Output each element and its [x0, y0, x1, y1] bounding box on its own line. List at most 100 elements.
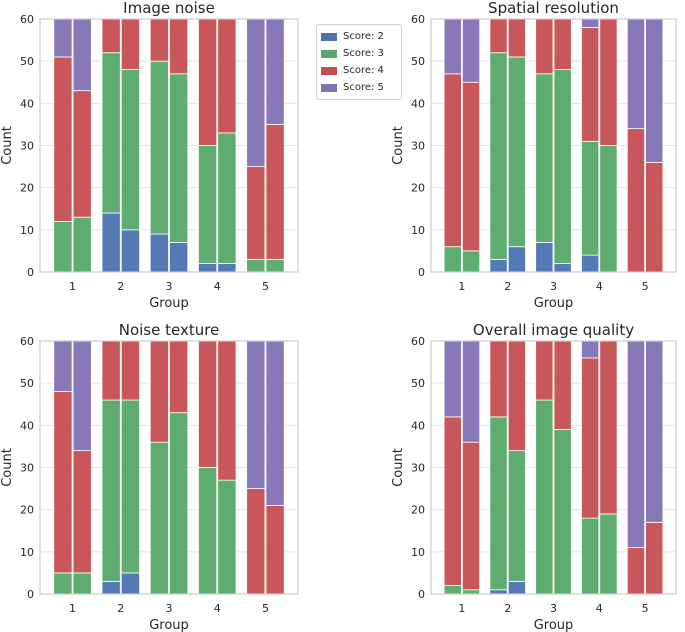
bar-score-4-group-4-bar-1: [581, 357, 600, 519]
bar-score-5-group-1-bar-2: [72, 18, 92, 92]
plot-frame: [39, 340, 299, 595]
bar-score-2-group-2-bar-1: [101, 212, 121, 273]
legend-swatch-score-5: [321, 83, 337, 92]
bar-score-5-group-5-bar-2: [645, 340, 664, 523]
bar-score-4-group-4-bar-2: [217, 18, 237, 134]
bar-score-4-group-5-bar-2: [265, 124, 285, 260]
legend-label-score-5: Score: 5: [343, 82, 384, 93]
x-tick-label: 2: [117, 280, 124, 293]
bar-score-3-group-3-bar-2: [553, 429, 572, 595]
y-tick-label: 0: [27, 588, 34, 601]
bar-score-4-group-1-bar-1: [53, 56, 73, 222]
y-tick-label: 50: [411, 377, 425, 390]
bar-score-4-group-4-bar-1: [198, 340, 218, 468]
bar-score-3-group-4-bar-1: [581, 517, 600, 595]
bar-score-5-group-1-bar-2: [462, 18, 481, 83]
bar-score-2-group-2-bar-2: [507, 246, 526, 273]
plot-frame: [430, 340, 677, 595]
y-axis-label: Count: [391, 448, 406, 487]
y-tick-label: 10: [411, 546, 425, 559]
y-tick-label: 40: [411, 419, 425, 432]
bar-score-2-group-2-bar-1: [489, 258, 508, 273]
y-tick-label: 20: [20, 182, 34, 195]
legend-label-score-3: Score: 3: [343, 48, 384, 59]
legend-item-score-2: Score: 2: [321, 28, 397, 45]
bar-score-4-group-5-bar-2: [645, 521, 664, 595]
plot-frame: [430, 18, 677, 273]
bar-score-4-group-1-bar-2: [72, 450, 92, 574]
y-tick-label: 60: [411, 13, 425, 26]
x-tick-label: 4: [214, 602, 221, 615]
bar-score-4-group-2-bar-2: [120, 340, 140, 401]
bar-score-5-group-1-bar-1: [443, 18, 462, 75]
bar-score-4-group-5-bar-2: [645, 161, 664, 273]
bar-score-2-group-4-bar-2: [217, 263, 237, 273]
bar-score-4-group-4-bar-2: [217, 340, 237, 481]
bar-score-4-group-5-bar-2: [265, 505, 285, 595]
x-axis-label: Group: [149, 618, 189, 632]
bar-score-3-group-1-bar-1: [53, 220, 73, 273]
y-tick-label: 20: [411, 182, 425, 195]
x-axis-label: Group: [534, 618, 574, 632]
chart-title: Overall image quality: [473, 321, 634, 339]
bar-score-4-group-1-bar-1: [443, 73, 462, 248]
panel-overall-image-quality: 0 10 20 30 40 50 60 1 2 3 4 5 Overall image quality G…: [391, 321, 677, 632]
x-tick-label: 2: [117, 602, 124, 615]
bar-score-3-group-2-bar-1: [489, 416, 508, 591]
y-axis-label: Count: [0, 448, 15, 487]
bar-score-5-group-1-bar-1: [53, 340, 73, 392]
x-tick-label: 4: [214, 280, 221, 293]
bar-score-4-group-4-bar-1: [581, 27, 600, 142]
y-tick-label: 40: [20, 419, 34, 432]
bar-score-4-group-4-bar-2: [599, 18, 618, 146]
panel-spatial-resolution: 0 10 20 30 40 50 60 1 2 3 4 5 Spatial resolution Grou…: [391, 0, 677, 311]
y-tick-label: 0: [418, 266, 425, 279]
bar-score-4-group-4-bar-1: [198, 18, 218, 146]
x-tick-label: 2: [504, 280, 511, 293]
bar-score-2-group-3-bar-2: [553, 263, 572, 273]
bar-score-3-group-3-bar-1: [149, 441, 169, 595]
bar-score-2-group-2-bar-1: [489, 589, 508, 595]
bar-score-5-group-5-bar-1: [246, 340, 266, 489]
y-tick-label: 60: [20, 335, 34, 348]
bar-score-3-group-3-bar-2: [553, 69, 572, 264]
y-tick-label: 0: [418, 588, 425, 601]
y-tick-label: 50: [20, 377, 34, 390]
bar-score-4-group-2-bar-1: [489, 18, 508, 54]
legend: Score: 2 Score: 3 Score: 4 Score: 5: [316, 24, 402, 100]
bar-score-3-group-4-bar-2: [217, 132, 237, 264]
bar-score-5-group-5-bar-1: [626, 340, 645, 549]
bar-score-4-group-2-bar-1: [101, 18, 121, 54]
bar-score-5-group-1-bar-1: [53, 18, 73, 58]
bar-score-3-group-4-bar-1: [198, 145, 218, 264]
x-tick-label: 5: [262, 280, 269, 293]
x-tick-label: 4: [596, 280, 603, 293]
bar-score-5-group-1-bar-2: [72, 340, 92, 452]
legend-item-score-5: Score: 5: [321, 79, 397, 96]
bar-score-4-group-3-bar-1: [149, 18, 169, 62]
bar-score-2-group-2-bar-2: [507, 580, 526, 595]
y-axis-label: Count: [391, 126, 406, 165]
bar-score-5-group-5-bar-2: [265, 18, 285, 125]
bar-score-3-group-1-bar-1: [443, 246, 462, 273]
bar-score-3-group-1-bar-2: [72, 216, 92, 273]
bar-score-4-group-3-bar-2: [169, 18, 189, 75]
bar-score-4-group-5-bar-1: [246, 166, 266, 260]
bar-score-4-group-1-bar-1: [443, 416, 462, 586]
bar-score-3-group-3-bar-2: [169, 412, 189, 595]
bar-score-4-group-2-bar-1: [101, 340, 121, 401]
bar-score-4-group-1-bar-1: [53, 391, 73, 574]
x-tick-label: 3: [550, 602, 557, 615]
bar-score-4-group-3-bar-2: [169, 340, 189, 414]
y-tick-label: 20: [411, 504, 425, 517]
bar-score-4-group-3-bar-2: [553, 18, 572, 70]
panel-image-noise: 0 10 20 30 40 50 60 1 2 3 4 5 Image noise Group Count: [0, 0, 299, 311]
bar-score-2-group-4-bar-1: [581, 254, 600, 273]
y-tick-label: 30: [411, 462, 425, 475]
bar-score-3-group-5-bar-1: [246, 258, 266, 273]
bar-score-5-group-5-bar-1: [626, 18, 645, 130]
y-tick-label: 10: [20, 224, 34, 237]
y-tick-label: 30: [411, 140, 425, 153]
bar-score-3-group-2-bar-2: [507, 56, 526, 248]
